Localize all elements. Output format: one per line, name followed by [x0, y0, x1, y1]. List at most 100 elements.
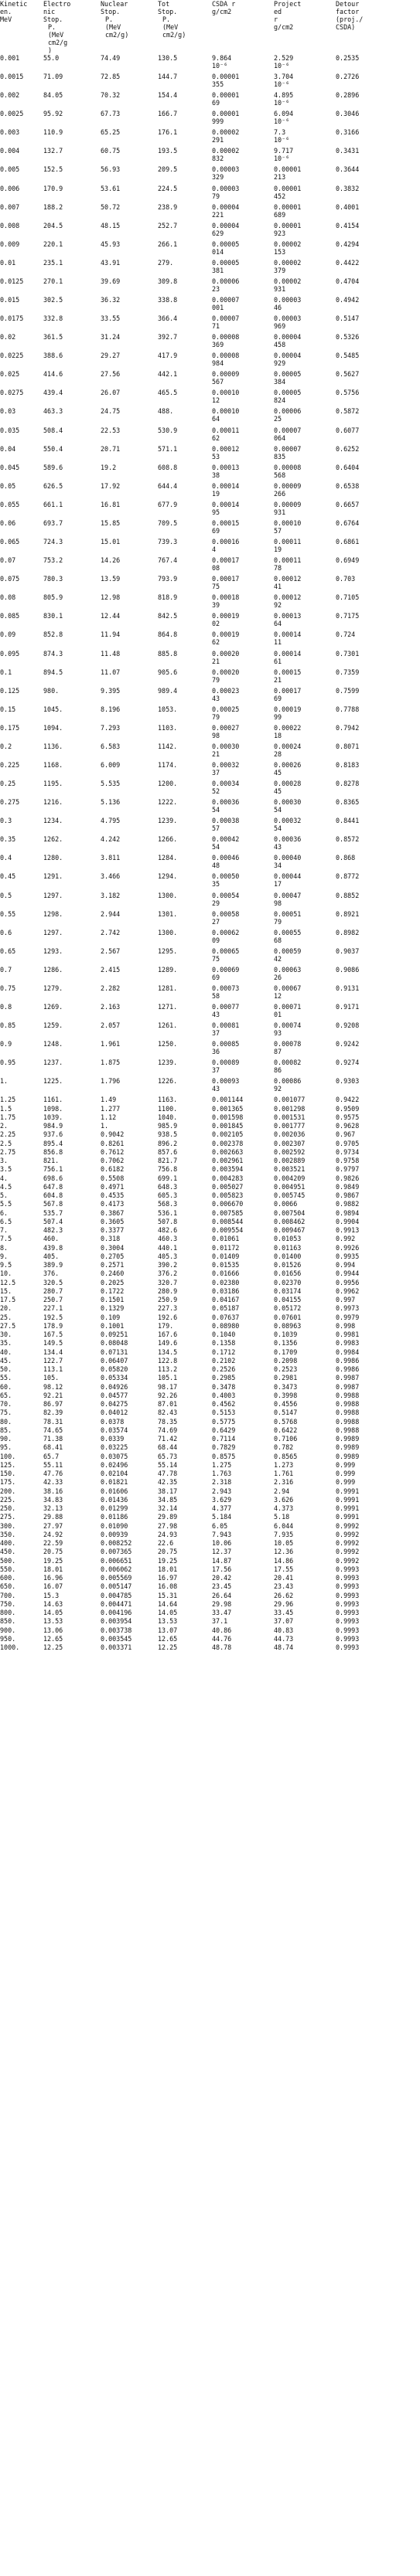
cell-total-stopping: 857.6: [158, 1147, 178, 1156]
cell-detour-factor: 0.9993: [336, 1565, 360, 1573]
cell-csda-range: 0.00058 27: [212, 909, 240, 926]
cell-total-stopping: 13.07: [158, 1626, 178, 1634]
cell-detour-factor: 0.7301: [336, 649, 360, 658]
cell-detour-factor: 0.9509: [336, 1104, 360, 1113]
cell-nuclear-stopping: 1.277: [101, 1104, 121, 1113]
cell-kinetic-energy: 0.0225: [0, 352, 24, 360]
cell-total-stopping: 113.2: [158, 1365, 178, 1374]
data-table-sheet: Kinetic en. MeV Electro nic Stop. P. (MeV…: [0, 0, 420, 1652]
cell-detour-factor: 0.8365: [336, 798, 360, 807]
cell-electronic-stopping: 460.: [43, 1235, 60, 1243]
cell-detour-factor: 0.9705: [336, 1139, 360, 1147]
cell-projected-range: 17.55: [274, 1565, 294, 1573]
cell-kinetic-energy: 400.: [0, 1539, 16, 1548]
cell-csda-range: 0.00010 64: [212, 407, 240, 423]
cell-detour-factor: 0.5485: [336, 352, 360, 360]
column-header-csda-range: CSDA r g/cm2: [212, 0, 236, 15]
cell-detour-factor: 0.9988: [336, 1417, 360, 1426]
cell-nuclear-stopping: 5.535: [101, 780, 121, 788]
cell-detour-factor: 0.3431: [336, 147, 360, 155]
cell-electronic-stopping: 86.97: [43, 1400, 63, 1409]
cell-csda-range: 0.005823: [212, 1191, 244, 1200]
cell-csda-range: 0.00019 02: [212, 612, 240, 628]
cell-csda-range: 0.001598: [212, 1113, 244, 1121]
cell-csda-range: 0.00016 4: [212, 538, 240, 554]
cell-total-stopping: 896.2: [158, 1139, 178, 1147]
cell-projected-range: 0.00001 689: [274, 202, 302, 219]
cell-projected-range: 0.00003 46: [274, 296, 302, 312]
cell-total-stopping: 193.5: [158, 147, 178, 155]
cell-electronic-stopping: 65.7: [43, 1452, 60, 1460]
cell-kinetic-energy: 65.: [0, 1391, 12, 1399]
cell-projected-range: 0.00007 064: [274, 426, 302, 442]
cell-detour-factor: 0.703: [336, 575, 356, 583]
cell-electronic-stopping: 589.6: [43, 463, 63, 471]
cell-nuclear-stopping: 6.009: [101, 760, 121, 769]
cell-nuclear-stopping: 0.01299: [101, 1504, 128, 1513]
cell-total-stopping: 465.5: [158, 389, 178, 397]
table-row: 25. 192.5 0.109 192.6 0.07637 0.07601 0.9979: [0, 1313, 420, 1322]
cell-kinetic-energy: 9.: [0, 1252, 9, 1260]
cell-total-stopping: 885.8: [158, 649, 178, 658]
cell-electronic-stopping: 110.9: [43, 128, 63, 137]
cell-csda-range: 29.98: [212, 1599, 232, 1608]
cell-projected-range: 48.74: [274, 1643, 294, 1652]
cell-csda-range: 0.009554: [212, 1226, 244, 1235]
cell-electronic-stopping: 71.38: [43, 1435, 63, 1443]
cell-csda-range: 48.78: [212, 1643, 232, 1652]
cell-detour-factor: 0.7175: [336, 612, 360, 620]
cell-detour-factor: 0.994: [336, 1261, 356, 1269]
cell-total-stopping: 55.14: [158, 1460, 178, 1469]
table-row: 275. 29.88 0.01186 29.89 5.184 5.18 0.9991: [0, 1513, 420, 1521]
cell-kinetic-energy: 50.: [0, 1365, 12, 1374]
cell-electronic-stopping: 507.4: [43, 1217, 63, 1225]
cell-projected-range: 20.41: [274, 1574, 294, 1582]
cell-total-stopping: 24.93: [158, 1530, 178, 1538]
cell-total-stopping: 821.7: [158, 1157, 178, 1165]
cell-csda-range: 0.00034 52: [212, 780, 240, 796]
cell-electronic-stopping: 82.39: [43, 1409, 63, 1417]
cell-kinetic-energy: 6.5: [0, 1217, 12, 1225]
cell-projected-range: 0.00011 78: [274, 556, 302, 573]
cell-kinetic-energy: 0.225: [0, 760, 20, 769]
cell-detour-factor: 0.9991: [336, 1513, 360, 1521]
cell-kinetic-energy: 8.: [0, 1243, 9, 1252]
cell-total-stopping: 209.5: [158, 165, 178, 174]
table-row: 60. 98.12 0.04926 98.17 0.3478 0.3473 0.9987: [0, 1383, 420, 1392]
cell-kinetic-energy: 40.: [0, 1347, 12, 1356]
cell-projected-range: 0.00014 11: [274, 630, 302, 647]
cell-csda-range: 40.86: [212, 1626, 232, 1634]
cell-kinetic-energy: 0.085: [0, 612, 20, 620]
table-row: 0.025 414.6 27.56 442.1 0.00009 567 0.00005 3…: [0, 370, 420, 389]
cell-projected-range: 0.004951: [274, 1182, 306, 1191]
table-row: 1.5 1098. 1.277 1100. 0.001365 0.001298 0.9509: [0, 1105, 420, 1113]
cell-total-stopping: 1163.: [158, 1096, 178, 1104]
cell-projected-range: 0.003521: [274, 1165, 306, 1174]
cell-electronic-stopping: 1136.: [43, 742, 63, 750]
cell-electronic-stopping: 1161.: [43, 1096, 63, 1104]
cell-kinetic-energy: 7.: [0, 1226, 9, 1235]
cell-detour-factor: 0.9993: [336, 1582, 360, 1591]
cell-kinetic-energy: 0.125: [0, 686, 20, 695]
cell-total-stopping: 227.3: [158, 1304, 178, 1313]
cell-csda-range: 9.864 10⁻⁶: [212, 54, 232, 70]
cell-kinetic-energy: 0.5: [0, 891, 12, 899]
cell-csda-range: 0.01409: [212, 1252, 240, 1260]
cell-total-stopping: 530.9: [158, 426, 178, 434]
cell-electronic-stopping: 1045.: [43, 705, 63, 713]
cell-csda-range: 0.00062 09: [212, 928, 240, 944]
cell-kinetic-energy: 0.9: [0, 1040, 12, 1048]
cell-nuclear-stopping: 50.72: [101, 202, 121, 211]
cell-nuclear-stopping: 15.85: [101, 518, 121, 527]
cell-projected-range: 0.00055 68: [274, 928, 302, 944]
cell-projected-range: 0.00063 26: [274, 965, 302, 981]
cell-detour-factor: 0.9986: [336, 1365, 360, 1374]
cell-nuclear-stopping: 0.007365: [101, 1548, 132, 1556]
cell-projected-range: 0.00014 61: [274, 649, 302, 665]
table-row: 0.35 1262. 4.242 1266. 0.00042 54 0.00036 43 0…: [0, 835, 420, 854]
cell-nuclear-stopping: 0.05334: [101, 1374, 128, 1382]
table-row: 600. 16.96 0.005569 16.97 20.42 20.41 0.9993: [0, 1574, 420, 1582]
cell-electronic-stopping: 47.76: [43, 1470, 63, 1478]
cell-electronic-stopping: 756.1: [43, 1165, 63, 1174]
cell-total-stopping: 488.: [158, 407, 174, 416]
